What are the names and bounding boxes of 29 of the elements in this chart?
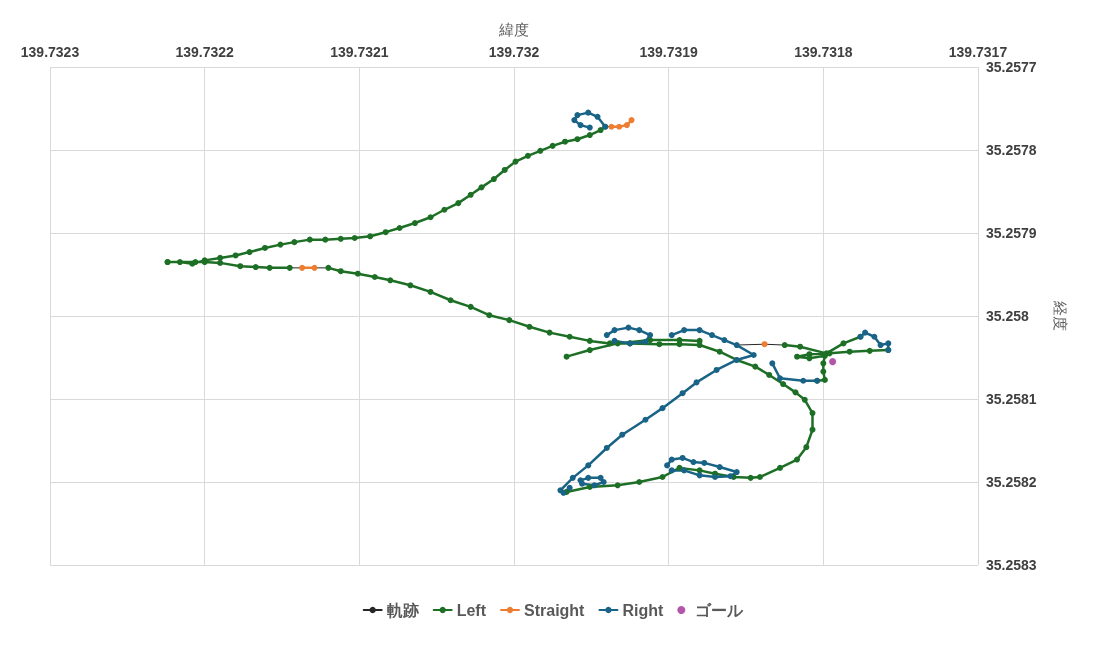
y-tick-label: 35.2578 [986,142,1037,158]
point [608,123,615,130]
legend-label: 軌跡 [385,601,419,619]
x-tick-label: 139.7317 [948,44,1008,60]
point [311,264,318,271]
x-tick-label: 139.7322 [175,44,235,60]
legend-label: ゴール [695,601,745,619]
x-axis-title: 緯度 [498,21,529,38]
x-tick-label: 139.7319 [639,44,699,60]
point [299,264,306,271]
point [623,122,630,129]
point [829,358,837,366]
y-tick-label: 35.2581 [986,391,1037,407]
y-tick-label: 35.2577 [986,59,1037,75]
y-tick-label: 35.258 [986,308,1030,324]
x-tick-label: 139.7323 [20,44,80,60]
y-tick-label: 35.2582 [986,474,1037,490]
legend-label: Straight [524,601,586,619]
legend-label: Left [456,601,487,619]
x-tick-label: 139.732 [488,44,540,60]
y-axis-title: 経度 [1052,300,1069,331]
y-tick-label: 35.2583 [986,557,1037,573]
y-tick-label: 35.2579 [986,225,1037,241]
point [761,341,768,348]
point [616,123,623,130]
x-tick-label: 139.7321 [330,44,389,60]
point [628,117,635,124]
legend-label: Right [622,601,664,619]
x-tick-label: 139.7318 [794,44,853,60]
